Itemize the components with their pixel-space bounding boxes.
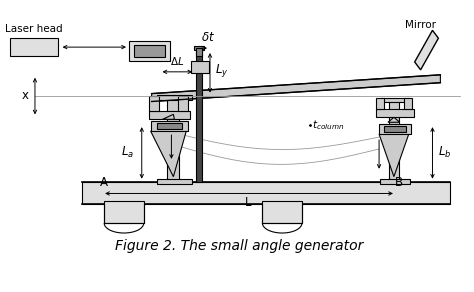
Polygon shape (152, 75, 440, 102)
Bar (380, 179, 410, 184)
Text: L: L (246, 197, 252, 209)
Bar (156, 123, 182, 129)
Bar (376, 110, 414, 117)
Text: $L_a$: $L_a$ (121, 145, 134, 161)
Polygon shape (379, 134, 409, 177)
Bar (194, 46, 204, 50)
Text: x: x (22, 89, 28, 102)
Bar (104, 201, 144, 223)
Text: $L_y$: $L_y$ (215, 62, 228, 79)
Bar (156, 179, 192, 184)
Text: A: A (100, 175, 108, 189)
Text: Figure 2. The small angle generator: Figure 2. The small angle generator (116, 239, 364, 253)
Text: B: B (395, 175, 403, 189)
Bar (380, 98, 410, 102)
Bar (389, 100, 399, 182)
Bar (149, 95, 159, 111)
Polygon shape (415, 30, 438, 70)
Bar (82, 182, 450, 204)
Bar (191, 61, 209, 73)
Bar (178, 95, 188, 111)
Bar (156, 95, 192, 100)
Bar (134, 45, 165, 57)
Text: Mirror: Mirror (405, 20, 436, 30)
Text: $\Delta L$: $\Delta L$ (170, 55, 184, 67)
Bar (10, 38, 58, 56)
Bar (263, 201, 302, 223)
Bar (196, 48, 202, 56)
Bar (379, 124, 410, 134)
Text: $t_{column}$: $t_{column}$ (312, 118, 344, 132)
Text: $\delta t$: $\delta t$ (201, 31, 215, 44)
Bar (129, 41, 171, 61)
Text: Laser head: Laser head (5, 24, 63, 34)
Polygon shape (163, 114, 174, 119)
Bar (196, 48, 202, 182)
Bar (151, 121, 188, 131)
Bar (167, 98, 179, 182)
Bar (404, 98, 412, 110)
Text: $L_b$: $L_b$ (438, 145, 452, 161)
Bar (376, 98, 384, 110)
Bar (384, 126, 406, 132)
Polygon shape (388, 117, 400, 122)
Bar (149, 111, 190, 119)
Polygon shape (151, 131, 186, 177)
